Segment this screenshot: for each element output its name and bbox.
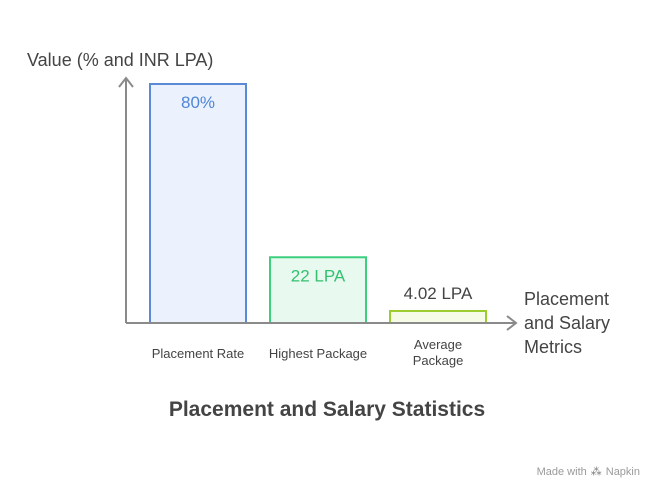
bar-0 [149,83,247,324]
labels-layer: 80% Placement Rate 22 LPA Highest Package 4.… [27,50,610,368]
bar-1 [269,256,367,324]
chart-title: Placement and Salary Statistics [168,398,486,421]
data-label-1: 22 LPA [291,266,346,285]
data-label-2: 4.02 LPA [404,284,473,303]
watermark: Made with ⁂ Napkin [536,465,640,479]
watermark-prefix: Made with [536,465,587,478]
y-axis-label: Value (% and INR LPA) [27,50,213,70]
axes-layer [118,76,518,331]
category-label-0: Placement Rate [152,346,245,361]
bar-2 [389,309,487,325]
bars-layer [149,83,487,325]
y-axis-arrow-icon [118,76,134,88]
data-label-0: 80% [181,93,215,112]
watermark-brand: Napkin [605,465,640,478]
category-label-1: Highest Package [269,346,367,361]
category-label-2: Average Package [413,337,464,368]
x-axis-arrow-icon [506,315,518,331]
x-axis-label: Placement and Salary Metrics [524,289,610,357]
napkin-logo-icon: ⁂ [590,466,602,478]
